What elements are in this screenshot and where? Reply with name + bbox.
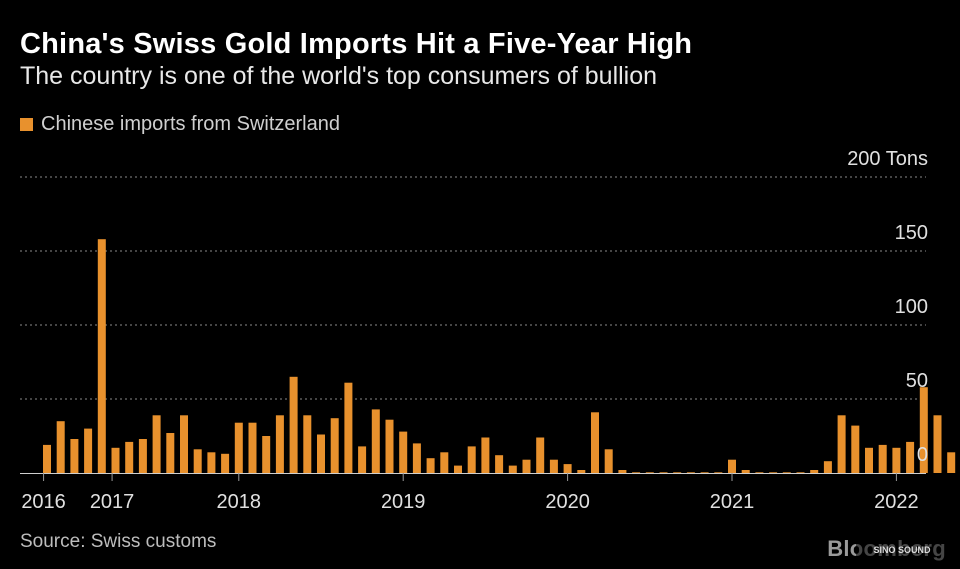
bar — [138, 439, 147, 473]
bar — [371, 409, 380, 473]
bar — [549, 459, 558, 473]
bar — [234, 422, 243, 473]
bar — [782, 472, 791, 474]
bar — [728, 459, 736, 473]
x-tick-label: 2018 — [217, 491, 262, 513]
bar — [933, 415, 942, 473]
bar — [166, 433, 175, 473]
bar — [193, 449, 202, 473]
x-axis-ticks: 2016 2017 2018 2019 2020 2021 2022 — [21, 473, 919, 513]
legend-label: Chinese imports from Switzerland — [41, 113, 340, 135]
bar — [604, 449, 613, 473]
bar — [577, 470, 586, 473]
bar — [70, 439, 79, 473]
bar — [769, 472, 778, 474]
bar — [303, 415, 312, 473]
source-note: Source: Swiss customs — [20, 531, 217, 552]
y-tick-label: 150 — [895, 222, 928, 244]
bar — [878, 444, 887, 473]
y-tick-label: 50 — [906, 370, 928, 392]
bar — [358, 446, 367, 473]
bar — [659, 472, 668, 474]
bar — [522, 459, 531, 473]
bar — [440, 452, 449, 473]
bar — [591, 412, 599, 473]
x-tick-label: 2021 — [710, 491, 755, 513]
chart-subtitle: The country is one of the world's top co… — [20, 62, 658, 90]
bars — [43, 239, 956, 474]
bar — [43, 444, 51, 473]
x-tick-label: 2019 — [381, 491, 426, 513]
bar — [481, 437, 490, 473]
bar — [632, 472, 641, 474]
bar — [508, 465, 517, 473]
bar — [796, 472, 805, 474]
bar — [892, 447, 901, 473]
bar — [714, 472, 723, 474]
bar — [700, 472, 709, 474]
bar — [180, 415, 188, 473]
bar — [686, 472, 695, 474]
watermark: SINO SOUND — [856, 538, 948, 562]
chart-title: China's Swiss Gold Imports Hit a Five-Ye… — [20, 28, 693, 60]
x-tick-label: 2016 — [21, 491, 66, 513]
y-tick-label: 0 — [917, 444, 928, 466]
bar — [906, 441, 915, 473]
bar — [84, 428, 93, 473]
y-axis-labels: 0 50 100 150 200 Tons — [847, 148, 928, 466]
bar — [317, 434, 325, 473]
bar — [673, 472, 682, 474]
x-tick-label: 2020 — [545, 491, 590, 513]
bar — [810, 470, 819, 473]
bar — [248, 422, 257, 473]
bar — [125, 441, 134, 473]
bar — [947, 452, 956, 473]
y-tick-label: 100 — [895, 296, 928, 318]
bar — [97, 239, 106, 473]
legend-swatch — [20, 118, 33, 131]
bar — [645, 472, 654, 474]
bar — [221, 453, 230, 473]
bar — [823, 461, 832, 473]
bar — [275, 415, 284, 473]
bar — [495, 455, 504, 473]
bar — [289, 376, 298, 473]
bar — [426, 458, 435, 473]
bar — [618, 470, 627, 473]
bar — [563, 464, 572, 473]
bar — [330, 418, 339, 473]
bar — [741, 470, 750, 473]
legend: Chinese imports from Switzerland — [20, 113, 340, 136]
bar — [344, 382, 353, 473]
bar — [851, 425, 860, 473]
bar — [262, 436, 271, 473]
bar — [755, 472, 764, 474]
bar — [454, 465, 462, 473]
gridlines — [20, 176, 926, 400]
watermark-text: SINO SOUND — [873, 545, 931, 555]
bar — [865, 447, 873, 473]
bar — [536, 437, 545, 473]
bar — [111, 447, 120, 473]
bar — [399, 431, 408, 473]
bar — [412, 443, 421, 473]
bar — [207, 452, 216, 473]
bar — [467, 446, 476, 473]
bar — [837, 415, 846, 473]
bar — [919, 387, 928, 473]
y-tick-label: 200 Tons — [847, 148, 928, 170]
x-tick-label: 2022 — [874, 491, 919, 513]
bar — [385, 419, 394, 473]
bar — [56, 421, 65, 473]
x-tick-label: 2017 — [90, 491, 135, 513]
bar — [152, 415, 161, 473]
